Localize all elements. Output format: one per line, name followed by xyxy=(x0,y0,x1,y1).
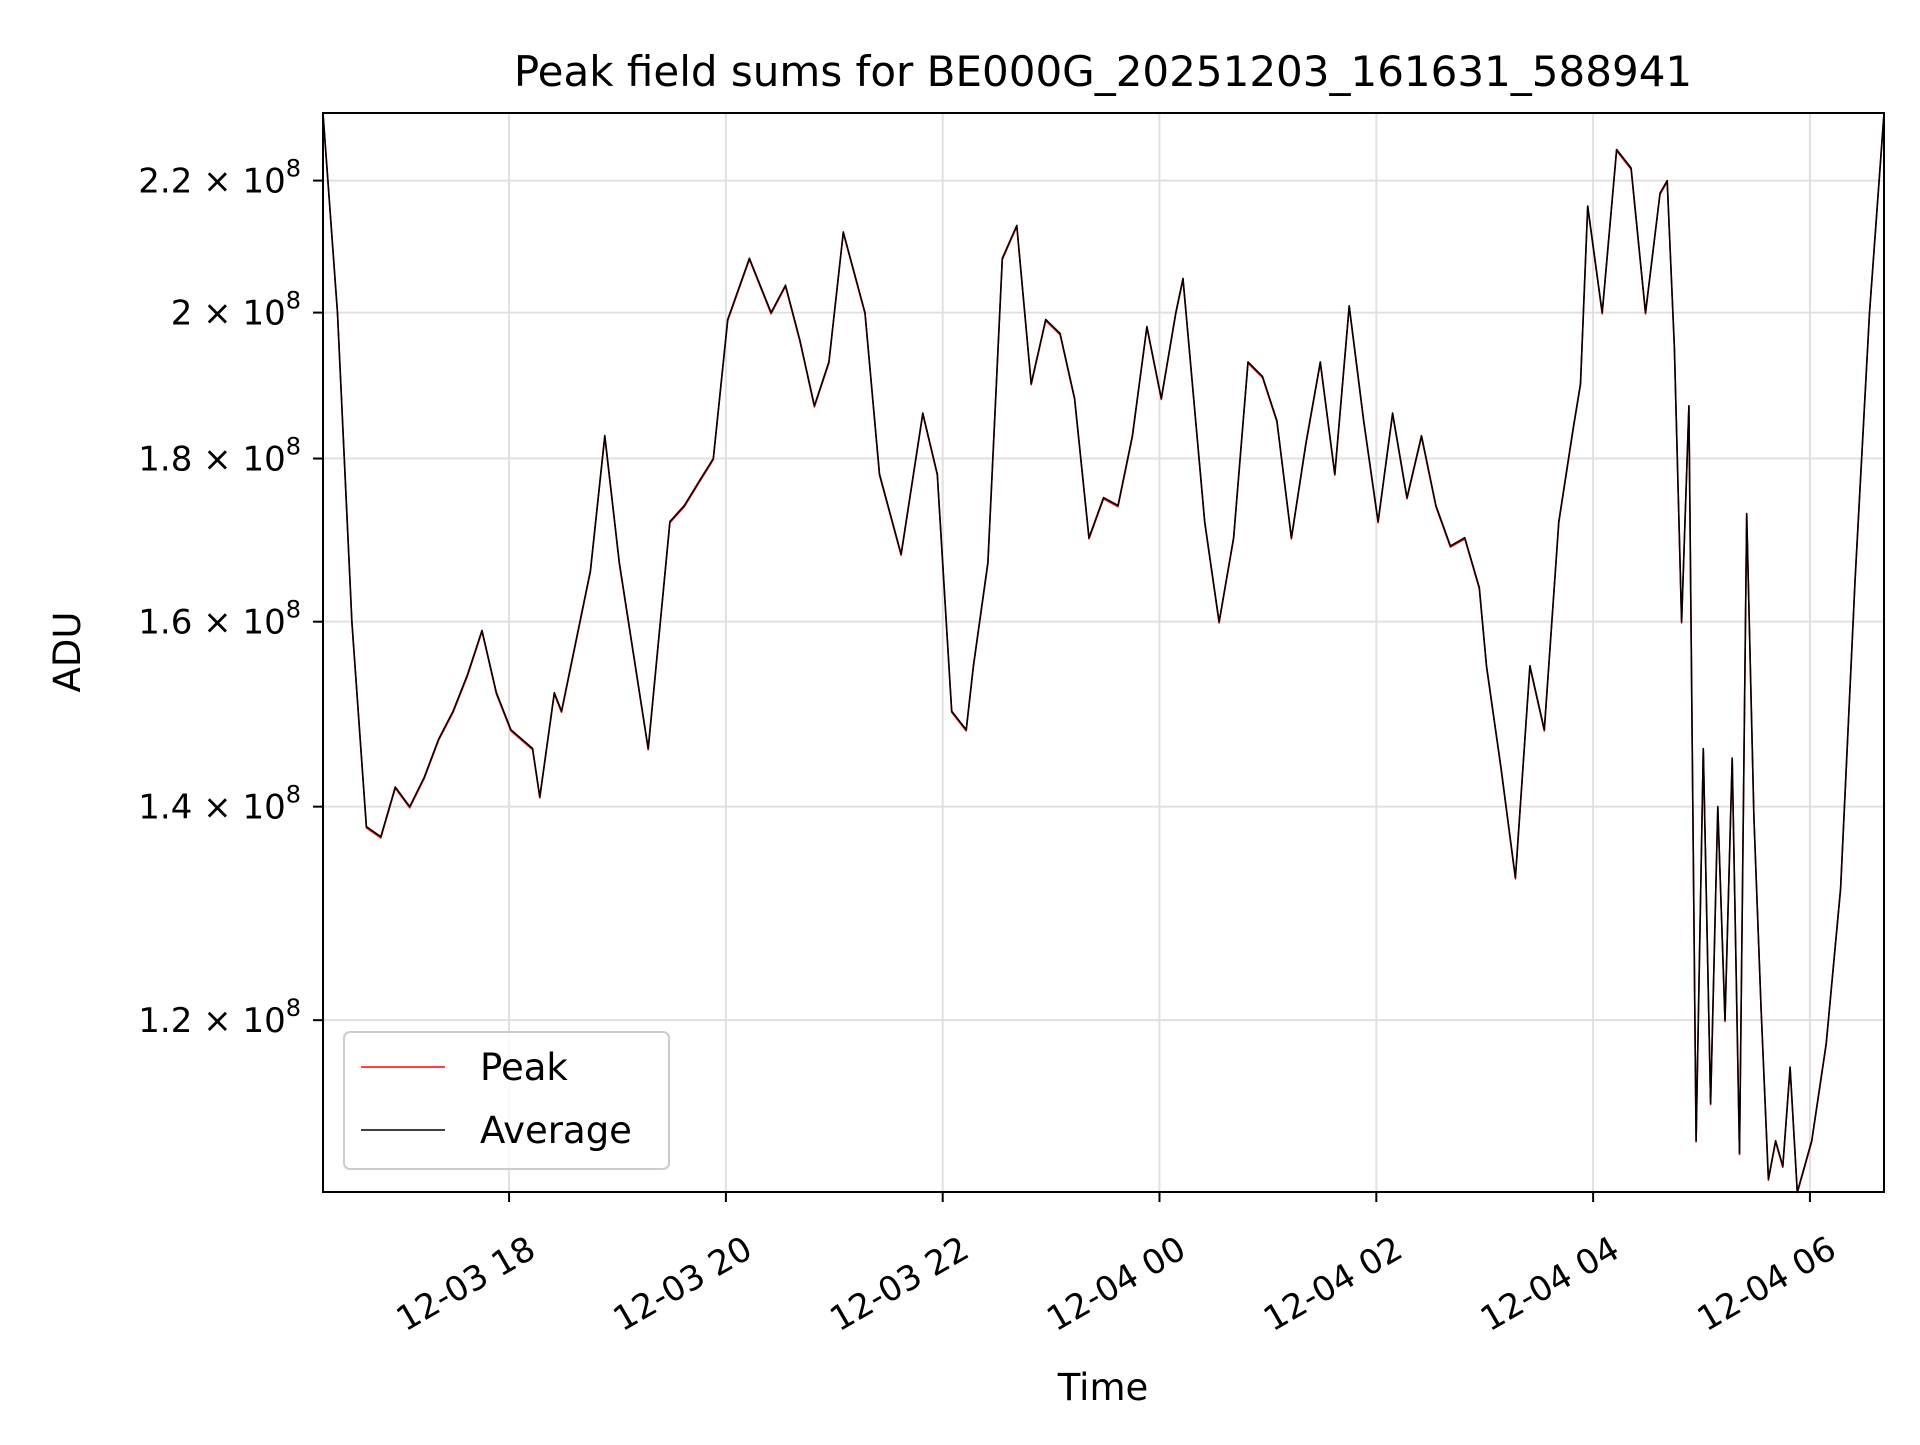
y-tick-label: 1.8 × 108 xyxy=(138,433,301,480)
series-line-average xyxy=(323,113,1884,1192)
y-tick-label: 2 × 108 xyxy=(171,287,301,334)
legend-label-average: Average xyxy=(480,1109,632,1152)
y-tick-label: 1.4 × 108 xyxy=(138,781,301,828)
y-tick-label: 1.2 × 108 xyxy=(138,994,301,1041)
grid-lines xyxy=(323,113,1884,1192)
series-lines xyxy=(323,113,1884,1194)
y-axis-label: ADU xyxy=(46,612,89,693)
legend: Peak Average xyxy=(343,1031,670,1170)
legend-label-peak: Peak xyxy=(480,1046,568,1089)
chart-title: Peak field sums for BE000G_20251203_1616… xyxy=(514,47,1692,96)
x-axis-label: Time xyxy=(1057,1366,1149,1409)
y-axis-ticks: 1.2 × 108 1.4 × 108 1.6 × 108 1.8 × 108 2 × … xyxy=(138,155,323,1041)
y-tick-label: 1.6 × 108 xyxy=(138,596,301,643)
plot-frame xyxy=(322,112,1885,1193)
y-tick-label: 2.2 × 108 xyxy=(138,155,301,202)
